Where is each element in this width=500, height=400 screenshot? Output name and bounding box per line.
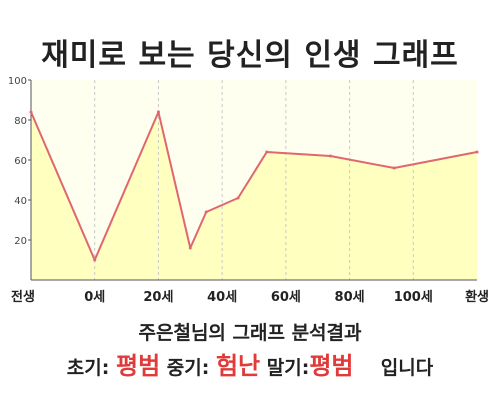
- data-point: [392, 166, 396, 170]
- analysis-result: 초기: 평범 중기: 험난 말기:평범 입니다: [0, 346, 500, 381]
- x-tick-label: 환생: [465, 289, 489, 305]
- early-value: 평범: [115, 352, 161, 380]
- x-tick-label: 100세: [394, 290, 433, 305]
- y-tick-label: 60: [14, 156, 27, 167]
- x-tick-label: 40세: [207, 290, 237, 305]
- data-point: [188, 246, 192, 250]
- data-point: [265, 150, 269, 154]
- chart-title: 재미로 보는 당신의 인생 그래프: [41, 38, 459, 73]
- area-fill: [31, 112, 477, 280]
- series-line: [30, 111, 478, 261]
- data-point: [236, 196, 240, 200]
- analysis-summary: 주은철님의 그래프 분석결과: [138, 322, 362, 344]
- x-tick-label: 0세: [84, 290, 105, 305]
- middle-value: 험난: [215, 352, 261, 380]
- y-tick-label: 100: [8, 76, 27, 87]
- late-value: 평범: [309, 352, 354, 380]
- result-ending: 입니다: [380, 357, 434, 379]
- early-label: 초기:: [66, 357, 110, 379]
- data-point: [93, 258, 97, 262]
- data-point: [156, 110, 160, 114]
- middle-label: 중기:: [166, 357, 210, 379]
- late-label: 말기:: [266, 357, 310, 379]
- data-point: [328, 154, 332, 158]
- data-point: [29, 110, 33, 114]
- data-point: [204, 210, 208, 214]
- x-tick-label: 20세: [143, 290, 173, 305]
- x-tick-label: 80세: [335, 290, 365, 305]
- data-point: [475, 150, 479, 154]
- x-tick-label: 60세: [271, 290, 301, 305]
- y-tick-label: 40: [14, 196, 27, 207]
- x-tick-label: 전생: [11, 289, 35, 305]
- y-tick-label: 80: [14, 116, 27, 127]
- y-tick-label: 20: [14, 236, 27, 247]
